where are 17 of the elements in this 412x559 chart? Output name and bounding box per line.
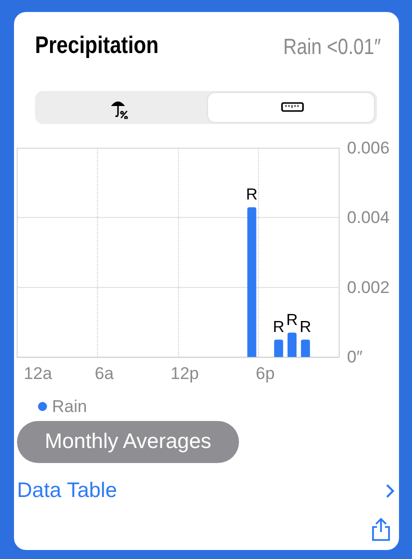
x-tick-label: 12a: [24, 364, 53, 383]
text: Data Table: [17, 479, 118, 503]
legend-label: Rain: [52, 397, 87, 416]
x-tick-label: 6a: [94, 364, 114, 383]
y-tick-label: 0.006: [347, 138, 390, 158]
data-label: R: [272, 319, 284, 336]
y-tick-label: 0.004: [347, 208, 390, 228]
y-tick-label: 0.002: [347, 278, 390, 297]
text: Monthly Averages: [17, 421, 239, 463]
x-tick-label: 12p: [170, 364, 199, 383]
data-label: R: [300, 319, 312, 336]
chart-subtitle: Rain <0.01″: [283, 34, 381, 60]
data-label: R: [286, 312, 298, 330]
chart-title: Precipitation: [35, 32, 159, 60]
data-label: R: [246, 186, 258, 204]
x-tick-label: 6p: [256, 364, 275, 383]
y-tick-label: 0″: [347, 348, 362, 366]
